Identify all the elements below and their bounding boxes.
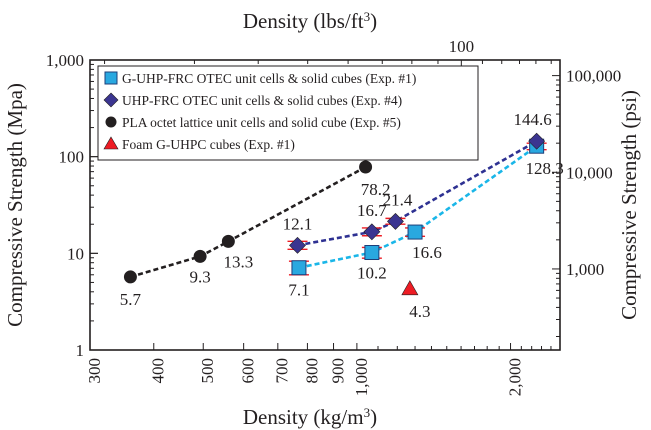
- diamond-marker: [103, 92, 119, 108]
- legend-entry: G-UHP-FRC OTEC unit cells & solid cubes …: [122, 71, 416, 86]
- data-label: 128.3: [526, 159, 564, 178]
- y-tick-label: 1: [76, 341, 85, 360]
- data-label: 21.4: [383, 190, 413, 209]
- data-label: 7.1: [288, 281, 309, 300]
- circle-marker: [123, 270, 137, 284]
- axes-layer: 300 400 500 600 700 800 900 1,000 2,000 1 10 100 1,0…: [46, 37, 622, 396]
- legend-entry: Foam G-UHPC cubes (Exp. #1): [122, 137, 295, 152]
- legend: G-UHP-FRC OTEC unit cells & solid cubes …: [97, 65, 479, 161]
- data-label: 13.3: [223, 252, 253, 271]
- data-label: 10.2: [357, 264, 387, 283]
- x-tick-label: 1,000: [352, 358, 371, 396]
- top-axis-title: Density (lbs/ft3): [243, 9, 377, 34]
- data-label: 16.7: [357, 201, 387, 220]
- series-lines: [130, 140, 538, 279]
- series-line: [130, 165, 367, 279]
- y-tick-label: 100: [59, 148, 85, 167]
- triangle-marker: [103, 136, 119, 150]
- series-line: [298, 145, 538, 269]
- data-label: 78.2: [361, 180, 391, 199]
- diamond-marker: [363, 223, 381, 241]
- diamond-marker: [387, 212, 404, 230]
- legend-entry: PLA octet lattice unit cells and solid c…: [122, 115, 401, 130]
- top-tick-label: 100: [449, 37, 475, 56]
- x-tick-label: 2,000: [505, 358, 524, 396]
- diamond-marker: [528, 132, 546, 150]
- circle-marker: [221, 234, 235, 248]
- data-label: 9.3: [189, 267, 210, 286]
- circle-marker: [359, 160, 373, 174]
- legend-entry: UHP-FRC OTEC unit cells & solid cubes (E…: [122, 93, 402, 108]
- triangle-marker: [401, 280, 419, 296]
- right-tick-label: 10,000: [566, 163, 613, 182]
- y-tick-label: 1,000: [46, 51, 84, 70]
- x-tick-label: 400: [149, 358, 168, 384]
- data-markers: [123, 132, 546, 296]
- data-label: 16.6: [412, 243, 442, 262]
- square-marker: [104, 71, 118, 85]
- right-tick-label: 1,000: [566, 260, 604, 279]
- x-tick-label: 500: [198, 358, 217, 384]
- data-label: 144.6: [514, 110, 552, 129]
- plot-frame: [89, 59, 561, 351]
- y-tick-label: 10: [67, 244, 84, 263]
- data-label: 5.7: [120, 290, 142, 309]
- axis-titles: Density (kg/m3) Density (lbs/ft3) Compress…: [3, 9, 641, 430]
- y-axis-title: Compressive Strength (Mpa): [3, 83, 27, 327]
- data-labels: 7.1 10.2 16.6 128.3 12.1 16.721.4 144.6 5.7 9.3 1…: [120, 110, 564, 321]
- circle-marker: [105, 116, 117, 128]
- square-marker: [407, 224, 423, 240]
- x-tick-label: 600: [239, 358, 258, 384]
- right-tick-label: 100,000: [566, 67, 621, 86]
- square-marker: [364, 245, 380, 261]
- data-label: 12.1: [283, 214, 313, 233]
- x-axis-title: Density (kg/m3): [243, 405, 377, 430]
- right-axis-title: Compressive Strength (psi): [617, 90, 641, 320]
- x-tick-label: 900: [328, 358, 347, 384]
- data-label: 4.3: [409, 302, 430, 321]
- legend-box: [97, 65, 479, 161]
- square-marker: [291, 260, 307, 276]
- circle-marker: [193, 249, 207, 263]
- x-tick-label: 800: [302, 358, 321, 384]
- x-tick-label: 300: [85, 358, 104, 384]
- diamond-marker: [289, 236, 306, 254]
- series-line: [297, 140, 538, 247]
- x-tick-label: 700: [273, 358, 292, 384]
